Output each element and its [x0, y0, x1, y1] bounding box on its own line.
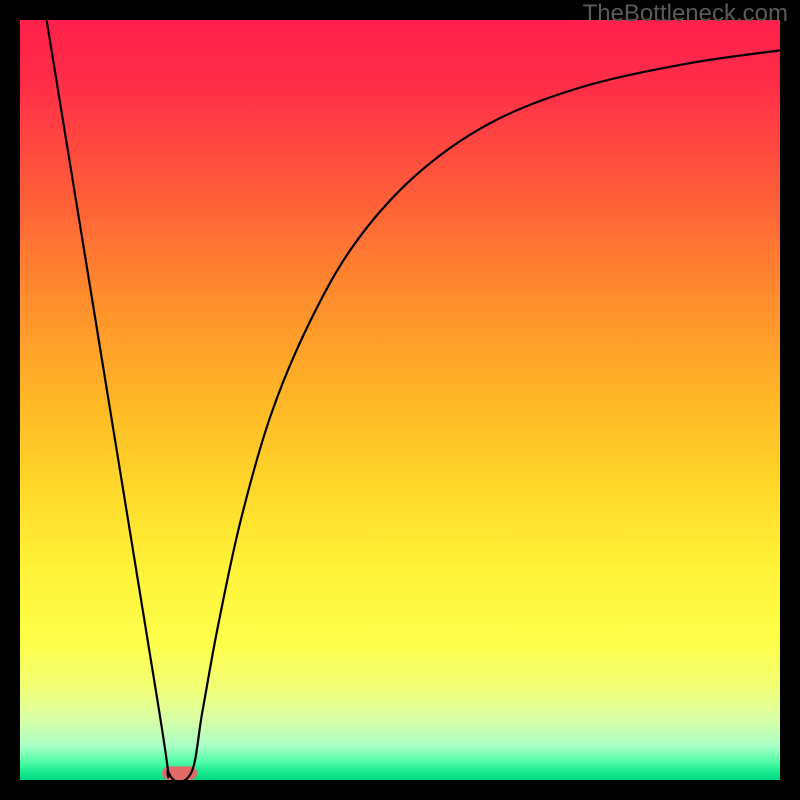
watermark-text: TheBottleneck.com — [583, 0, 788, 28]
chart-container: TheBottleneck.com — [0, 0, 800, 800]
bottleneck-chart — [0, 0, 800, 800]
chart-background — [20, 20, 780, 780]
